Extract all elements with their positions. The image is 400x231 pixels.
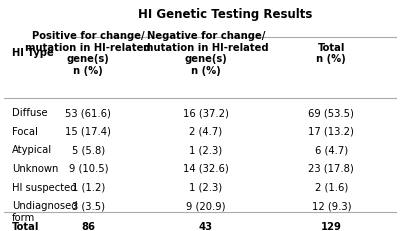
Text: 6 (4.7): 6 (4.7) bbox=[315, 145, 348, 155]
Text: 23 (17.8): 23 (17.8) bbox=[308, 163, 354, 173]
Text: Positive for change/
mutation in HI-related
gene(s)
n (%): Positive for change/ mutation in HI-rela… bbox=[26, 31, 151, 76]
Text: 3 (3.5): 3 (3.5) bbox=[72, 200, 105, 210]
Text: 129: 129 bbox=[321, 221, 342, 231]
Text: 53 (61.6): 53 (61.6) bbox=[65, 108, 111, 118]
Text: 9 (20.9): 9 (20.9) bbox=[186, 200, 226, 210]
Text: 86: 86 bbox=[81, 221, 95, 231]
Text: Atypical: Atypical bbox=[12, 145, 52, 155]
Text: Total
n (%): Total n (%) bbox=[316, 43, 346, 64]
Text: 16 (37.2): 16 (37.2) bbox=[183, 108, 229, 118]
Text: Unknown: Unknown bbox=[12, 163, 58, 173]
Text: 2 (4.7): 2 (4.7) bbox=[189, 126, 222, 136]
Text: HI suspected: HI suspected bbox=[12, 182, 76, 192]
Text: HI Genetic Testing Results: HI Genetic Testing Results bbox=[138, 8, 313, 21]
Text: Negative for change/
mutation in HI-related
gene(s)
n (%): Negative for change/ mutation in HI-rela… bbox=[143, 31, 269, 76]
Text: HI Type: HI Type bbox=[12, 48, 54, 58]
Text: 9 (10.5): 9 (10.5) bbox=[68, 163, 108, 173]
Text: 1 (1.2): 1 (1.2) bbox=[72, 182, 105, 192]
Text: 1 (2.3): 1 (2.3) bbox=[189, 182, 222, 192]
Text: 12 (9.3): 12 (9.3) bbox=[312, 200, 351, 210]
Text: 5 (5.8): 5 (5.8) bbox=[72, 145, 105, 155]
Text: Focal: Focal bbox=[12, 126, 38, 136]
Text: 69 (53.5): 69 (53.5) bbox=[308, 108, 354, 118]
Text: 15 (17.4): 15 (17.4) bbox=[65, 126, 111, 136]
Text: 1 (2.3): 1 (2.3) bbox=[189, 145, 222, 155]
Text: Undiagnosed
form: Undiagnosed form bbox=[12, 200, 78, 222]
Text: Total: Total bbox=[12, 221, 39, 231]
Text: 17 (13.2): 17 (13.2) bbox=[308, 126, 354, 136]
Text: 14 (32.6): 14 (32.6) bbox=[183, 163, 229, 173]
Text: 2 (1.6): 2 (1.6) bbox=[315, 182, 348, 192]
Text: 43: 43 bbox=[199, 221, 213, 231]
Text: Diffuse: Diffuse bbox=[12, 108, 48, 118]
